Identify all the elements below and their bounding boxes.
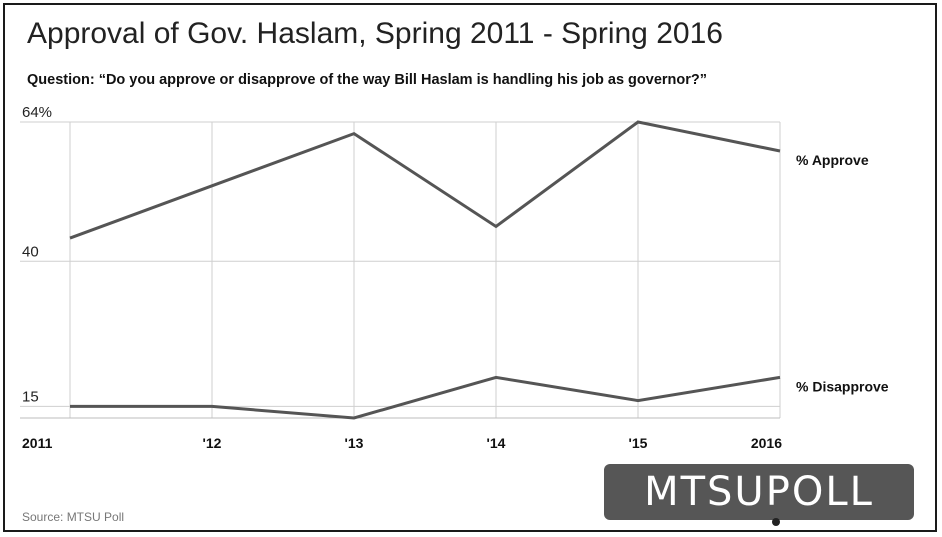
- x-tick-label: '14: [487, 435, 506, 451]
- x-tick-label: '15: [629, 435, 648, 451]
- chart-frame: Approval of Gov. Haslam, Spring 2011 - S…: [3, 3, 937, 532]
- series-label: % Approve: [796, 152, 869, 168]
- y-tick-label: 15: [22, 388, 39, 405]
- chart-subtitle: Question: “Do you approve or disapprove …: [27, 72, 707, 88]
- x-tick-label: '12: [203, 435, 222, 451]
- y-axis-ticks: 64% 40 15: [22, 104, 52, 405]
- y-tick-label: 40: [22, 243, 39, 260]
- x-tick-label: 2011: [22, 435, 53, 451]
- series-lines: [69, 120, 781, 420]
- series-labels: % Approve % Disapprove: [796, 152, 889, 394]
- y-tick-label: 64%: [22, 104, 52, 121]
- x-tick-label: '13: [345, 435, 364, 451]
- series-label: % Disapprove: [796, 378, 889, 394]
- x-tick-label: 2016: [751, 435, 782, 451]
- grid-lines: [20, 121, 781, 419]
- series-line: [69, 120, 781, 240]
- mtsu-poll-logo: MTSUPOLL: [604, 464, 914, 526]
- logo-dot-icon: [772, 518, 780, 526]
- series-line: [70, 375, 781, 420]
- logo-text: MTSUPOLL: [644, 469, 874, 515]
- chart-title: Approval of Gov. Haslam, Spring 2011 - S…: [27, 17, 723, 50]
- source-note: Source: MTSU Poll: [22, 510, 125, 524]
- x-axis-ticks: 2011 '12 '13 '14 '15 2016: [22, 435, 782, 451]
